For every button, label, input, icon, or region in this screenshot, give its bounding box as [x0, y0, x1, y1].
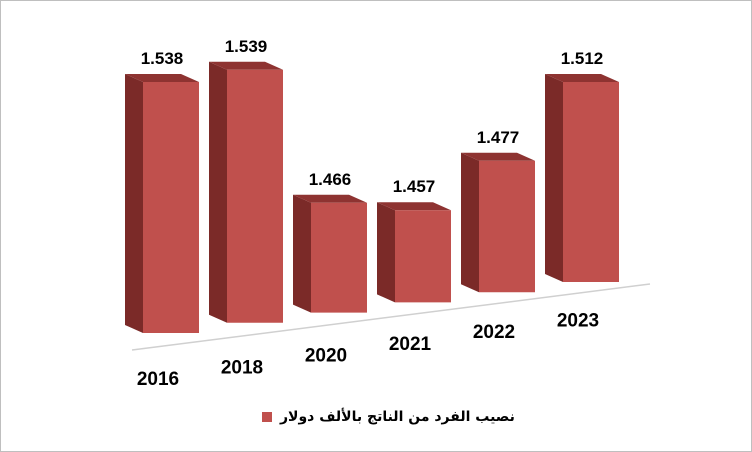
data-label: 1.457	[393, 177, 436, 196]
bar-top-face	[377, 202, 451, 211]
bar-side-face	[461, 152, 479, 293]
bar-top-face	[545, 73, 619, 82]
data-label: 1.477	[477, 128, 520, 147]
bar-top-face	[209, 61, 283, 70]
data-label: 1.466	[309, 170, 352, 189]
bar-front-face	[311, 202, 367, 313]
bar	[377, 202, 451, 303]
bar-top-face	[125, 73, 199, 82]
bar-top-face	[461, 152, 535, 161]
x-tick-label: 2022	[473, 322, 515, 343]
data-label: 1.512	[561, 49, 604, 68]
bar-top-face	[293, 194, 367, 203]
data-label: 1.538	[141, 49, 184, 68]
bar-side-face	[125, 73, 143, 333]
bar	[293, 194, 367, 313]
legend-label: نصيب الفرد من الناتج بالألف دولار	[280, 409, 515, 425]
x-tick-label: 2016	[137, 369, 179, 390]
bar-front-face	[143, 81, 199, 333]
legend-swatch	[262, 412, 272, 422]
bar	[461, 152, 535, 293]
bar-side-face	[209, 61, 227, 323]
bar	[545, 73, 619, 282]
bar-front-face	[479, 160, 535, 293]
x-axis-floor-line	[131, 283, 651, 351]
legend: نصيب الفرد من الناتج بالألف دولار	[262, 404, 515, 430]
bar-front-face	[395, 210, 451, 303]
bar-side-face	[545, 73, 563, 282]
bar	[125, 73, 199, 333]
bar-front-face	[227, 69, 283, 323]
bar-side-face	[293, 194, 311, 313]
x-tick-label: 2023	[557, 311, 599, 332]
x-tick-label: 2020	[305, 346, 347, 367]
bar-front-face	[563, 81, 619, 282]
x-tick-label: 2018	[221, 357, 263, 378]
bar-side-face	[377, 202, 395, 303]
x-tick-label: 2021	[389, 334, 432, 355]
bar	[209, 61, 283, 323]
data-label: 1.539	[225, 37, 268, 56]
